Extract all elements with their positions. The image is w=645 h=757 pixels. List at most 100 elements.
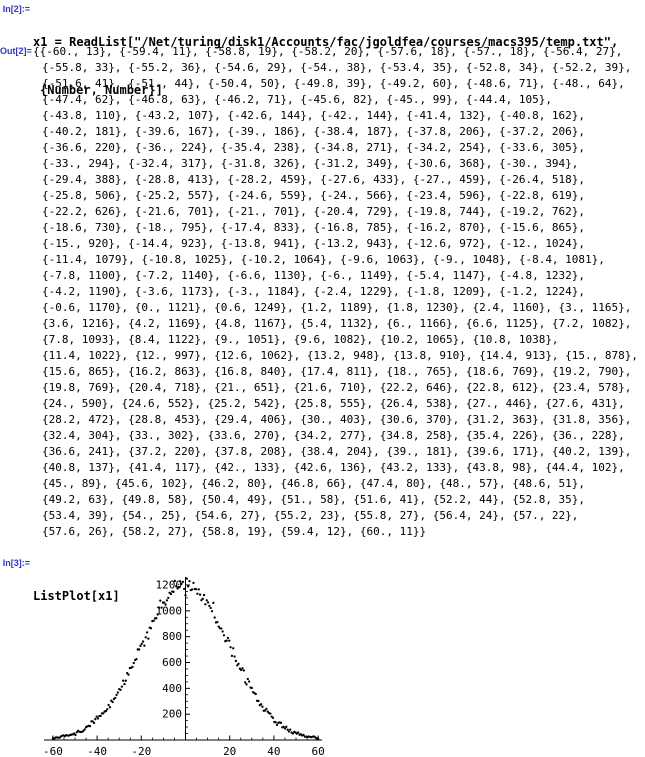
data-point <box>111 700 114 704</box>
data-point <box>147 637 150 640</box>
data-point <box>163 601 166 604</box>
data-point <box>167 596 170 600</box>
y-tick-label: 1000 <box>156 604 183 617</box>
data-point <box>131 665 134 669</box>
data-point <box>198 593 202 596</box>
data-point <box>302 733 305 737</box>
data-point <box>122 679 125 682</box>
data-point <box>143 644 146 647</box>
data-point <box>104 709 108 713</box>
data-point <box>137 648 141 651</box>
data-point <box>160 606 163 609</box>
data-point <box>230 654 234 658</box>
code-line: ListPlot[x1] <box>33 589 120 603</box>
input-cell-3: In[3]:= ListPlot[x1] <box>0 556 645 636</box>
data-point <box>261 705 264 708</box>
x-tick-label: 40 <box>267 745 280 757</box>
data-point <box>181 580 184 584</box>
data-point <box>250 686 253 690</box>
output-line: {57.6, 26}, {58.2, 27}, {58.8, 19}, {59.… <box>42 525 427 538</box>
data-point <box>291 732 295 735</box>
output-line: {45., 89}, {45.6, 102}, {46.2, 80}, {46.… <box>42 477 586 490</box>
data-point <box>102 712 105 715</box>
data-point <box>132 661 135 665</box>
output-line: {-36.6, 220}, {-36., 224}, {-35.4, 238},… <box>42 141 586 154</box>
y-tick-label: 200 <box>162 708 182 721</box>
input-code-2[interactable]: x1 = ReadList["/Net/turing/disk1/Account… <box>33 2 645 130</box>
data-point <box>202 593 206 597</box>
data-point <box>140 642 143 646</box>
data-point <box>175 585 178 588</box>
data-point <box>135 657 138 661</box>
data-point <box>194 588 198 591</box>
data-point <box>205 599 208 602</box>
output-line: {-11.4, 1079}, {-10.8, 1025}, {-10.2, 10… <box>42 253 605 266</box>
data-point <box>91 720 94 723</box>
data-point <box>144 636 147 639</box>
input-code-3[interactable]: ListPlot[x1] <box>33 556 645 636</box>
x-tick-label: -40 <box>87 745 107 757</box>
output-line: {-47.4, 62}, {-46.8, 63}, {-46.2, 71}, {… <box>42 93 552 106</box>
data-point <box>164 603 167 606</box>
data-point <box>183 587 186 591</box>
x-tick-label: 20 <box>223 745 236 757</box>
output-line: {{-60., 13}, {-59.4, 11}, {-58.8, 19}, {… <box>33 45 623 58</box>
data-point <box>99 714 102 717</box>
output-line: {-0.6, 1170}, {0., 1121}, {0.6, 1249}, {… <box>42 301 632 314</box>
data-point <box>237 662 240 665</box>
data-point <box>192 581 195 585</box>
data-point <box>269 712 272 715</box>
data-point <box>209 606 212 610</box>
output-line: {-4.2, 1190}, {-3.6, 1173}, {-3., 1184},… <box>42 285 586 298</box>
output-line: {-40.2, 181}, {-39.6, 167}, {-39., 186},… <box>42 125 586 138</box>
data-point <box>165 599 169 602</box>
data-point <box>108 706 112 709</box>
data-point <box>145 631 149 634</box>
data-point <box>232 647 235 650</box>
data-point <box>196 592 199 595</box>
data-point <box>120 685 124 688</box>
data-point <box>106 708 109 711</box>
data-point <box>149 627 153 630</box>
data-point <box>172 590 175 593</box>
data-point <box>275 723 279 727</box>
output-line: {32.4, 304}, {33., 302}, {33.6, 270}, {3… <box>42 429 625 442</box>
data-point <box>123 682 126 686</box>
data-point <box>216 620 219 624</box>
data-point <box>139 644 142 647</box>
data-point <box>180 582 183 585</box>
code-line: {Number, Number}] <box>40 83 163 97</box>
data-point <box>208 604 211 608</box>
data-point <box>74 733 77 737</box>
data-point <box>190 588 194 591</box>
data-point <box>124 679 127 682</box>
output-line: {19.8, 769}, {20.4, 718}, {21., 651}, {2… <box>42 381 632 394</box>
data-point <box>177 585 181 589</box>
data-point <box>257 699 260 703</box>
data-point <box>114 696 117 700</box>
x-tick-label: -60 <box>43 745 63 757</box>
data-point <box>241 667 244 670</box>
output-line: {11.4, 1022}, {12., 997}, {12.6, 1062}, … <box>42 349 639 362</box>
data-point <box>234 659 238 663</box>
data-point <box>266 710 269 713</box>
data-point <box>92 721 96 725</box>
plot-cell: -60 -40 -20 20 40 60 200 400 600 800 1000 1200 <box>0 572 340 757</box>
data-point <box>274 721 277 724</box>
data-point <box>115 693 118 697</box>
data-point <box>152 619 155 622</box>
data-point <box>263 709 267 712</box>
data-point <box>287 730 291 733</box>
data-point <box>222 634 226 637</box>
x-tick-label: 60 <box>311 745 324 757</box>
output-cell-2: Out[2]= {{-60., 13}, {-59.4, 11}, {-58.8… <box>0 44 645 540</box>
data-point <box>159 599 162 602</box>
output-line: {7.8, 1093}, {8.4, 1122}, {9., 1051}, {9… <box>42 333 559 346</box>
cell-label-out2: Out[2]= <box>0 46 32 56</box>
data-point <box>185 577 188 580</box>
output-line: {-51.6, 41}, {-51., 44}, {-50.4, 50}, {-… <box>42 77 625 90</box>
data-point <box>229 646 232 649</box>
y-tick-label: 800 <box>162 630 182 643</box>
listplot-graphic[interactable]: -60 -40 -20 20 40 60 200 400 600 800 1000 1200 <box>0 572 340 757</box>
data-point <box>155 617 158 620</box>
